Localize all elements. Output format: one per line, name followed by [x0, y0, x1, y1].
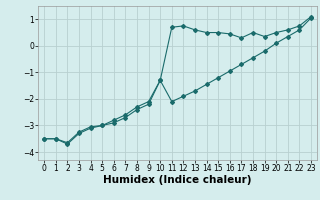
X-axis label: Humidex (Indice chaleur): Humidex (Indice chaleur) — [103, 175, 252, 185]
